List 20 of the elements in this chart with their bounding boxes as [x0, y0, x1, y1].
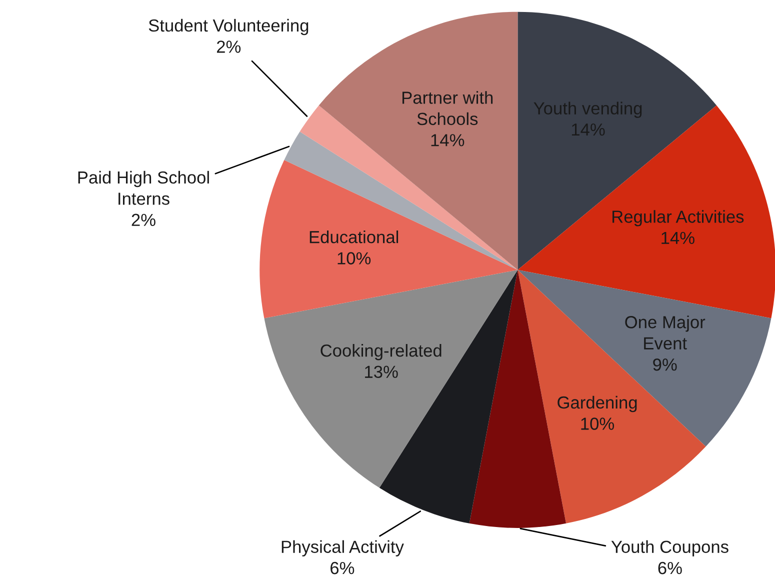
slice-label: Student Volunteering — [148, 18, 308, 36]
data-label: 6% — [658, 562, 682, 574]
slice-label: Physical Activity — [282, 540, 404, 556]
data-label: 10% — [581, 418, 614, 430]
slice-label: Youth Coupons — [611, 540, 728, 556]
slice-label: Cooking-related — [320, 344, 442, 360]
data-label: 14% — [662, 232, 694, 244]
slice-label: One Major Event — [625, 316, 706, 350]
data-label: 13% — [365, 366, 398, 378]
slice-label: Partner with Schools — [402, 91, 493, 126]
slice-label: Gardening — [558, 396, 637, 412]
slice-label: Paid High School Interns — [78, 170, 209, 205]
data-label: 2% — [132, 214, 156, 226]
data-label: 6% — [330, 562, 354, 574]
data-label: 10% — [338, 252, 371, 264]
data-label: 9% — [653, 358, 677, 371]
slice-label: Educational — [310, 230, 398, 244]
slice-label: Regular Activities — [612, 210, 744, 226]
data-label: 2% — [216, 40, 241, 53]
data-label: 14% — [431, 134, 464, 146]
